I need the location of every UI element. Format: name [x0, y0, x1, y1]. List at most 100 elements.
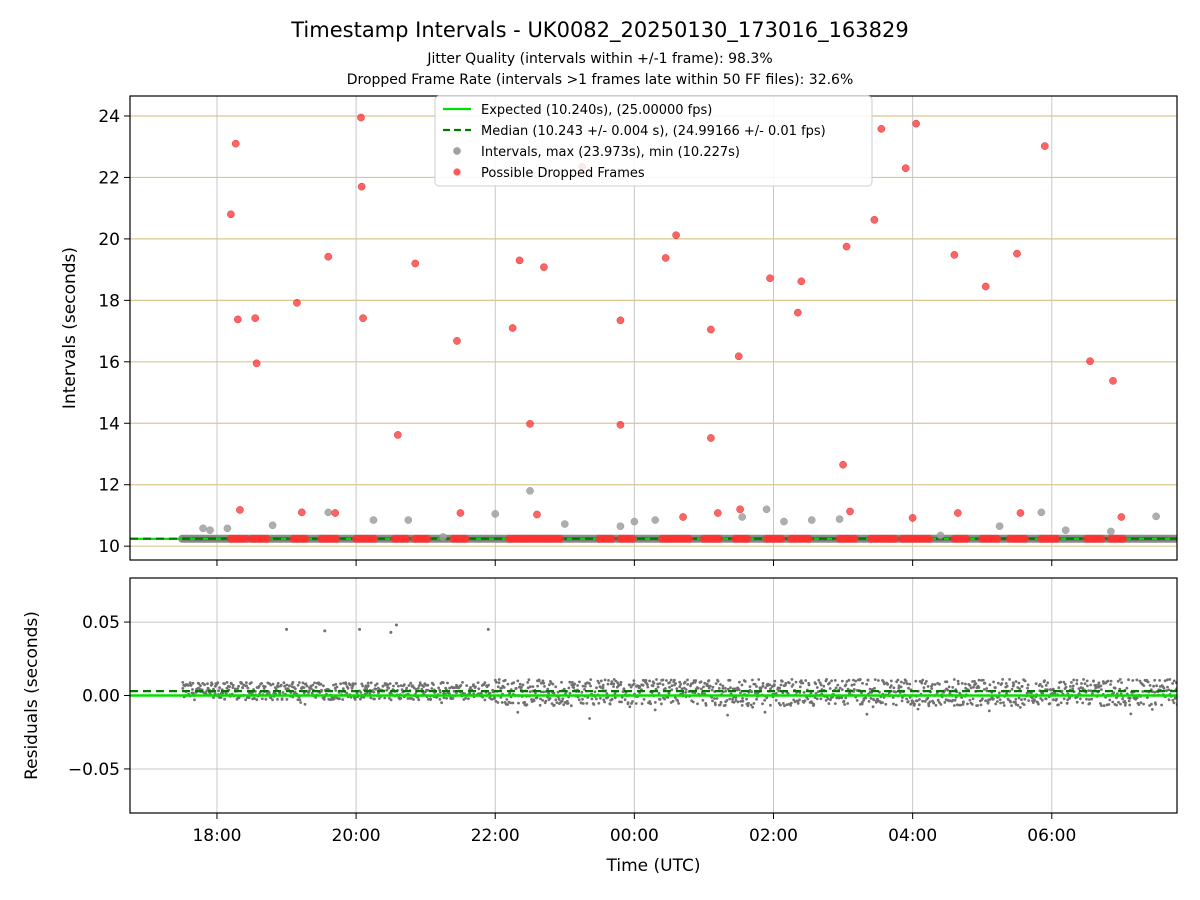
residual-point [285, 683, 289, 687]
dropped-frame-point [508, 324, 517, 332]
residual-point [1020, 685, 1024, 688]
residual-point [369, 681, 373, 685]
dropped-frame-point [359, 314, 367, 322]
dropped-frame-point [912, 119, 920, 128]
residual-point [206, 682, 209, 686]
residual-point [1025, 691, 1029, 695]
residual-point [717, 687, 721, 690]
residual-point [714, 682, 718, 685]
residual-point [469, 686, 472, 689]
residual-point [245, 681, 248, 684]
residual-point [746, 704, 750, 708]
residual-point [1108, 698, 1112, 702]
residual-point [845, 680, 849, 683]
residual-point [228, 685, 232, 689]
residual-point [905, 682, 909, 686]
residual-point [271, 698, 274, 702]
residual-point [916, 707, 920, 711]
residual-point [549, 680, 552, 683]
dropped-frame-point [301, 534, 310, 543]
residual-point [1160, 703, 1163, 707]
residual-point [761, 684, 765, 688]
residual-point [787, 681, 791, 685]
residual-point [1100, 704, 1103, 707]
residual-point [981, 678, 985, 682]
residual-point [590, 697, 594, 701]
residual-point [752, 702, 756, 705]
residual-point [748, 685, 752, 688]
residual-point [790, 678, 794, 681]
residual-point [706, 684, 710, 688]
dropped-frame-point [1086, 357, 1094, 365]
residual-point [1002, 704, 1006, 707]
residual-point [1148, 684, 1152, 687]
residual-point [344, 681, 348, 685]
residual-point [1082, 678, 1085, 681]
residual-point [763, 698, 767, 702]
residual-point [891, 696, 895, 699]
residual-point [276, 681, 280, 685]
residual-point [1018, 706, 1022, 709]
residual-point [512, 681, 516, 685]
residual-point [541, 679, 545, 683]
dropped-frame-point [734, 352, 743, 361]
residual-point [202, 691, 206, 695]
residual-point [796, 700, 800, 704]
residual-point [585, 702, 589, 705]
residual-point [517, 701, 520, 705]
intervals-ytick-label: 18 [98, 291, 120, 311]
residual-point [982, 688, 986, 691]
residual-point [541, 699, 545, 702]
residual-point [203, 683, 207, 687]
residual-point [368, 692, 372, 695]
residual-point [1097, 685, 1101, 689]
residual-point [938, 682, 941, 686]
residual-point [701, 698, 705, 702]
dropped-frame-point [293, 299, 301, 307]
residual-point [680, 687, 684, 691]
residual-point [798, 685, 802, 689]
residual-point [646, 685, 650, 689]
residual-point [303, 702, 307, 706]
residual-point [922, 686, 926, 689]
residual-point [774, 692, 778, 695]
residual-point [377, 697, 381, 700]
residual-point [245, 684, 249, 688]
residual-point [539, 697, 542, 701]
residual-point [212, 696, 215, 699]
residual-point [819, 697, 823, 701]
residual-point [673, 678, 676, 682]
residual-point [601, 683, 605, 687]
residual-point [542, 690, 546, 694]
residual-point [465, 684, 469, 687]
residual-point [1089, 683, 1093, 687]
residual-point [998, 698, 1002, 701]
residual-point [848, 691, 852, 695]
residual-point [438, 698, 442, 701]
residual-point [691, 700, 695, 704]
residuals-ylabel: Residuals (seconds) [22, 611, 42, 780]
residual-point [663, 697, 667, 701]
residual-point [960, 696, 963, 699]
residual-point [955, 703, 959, 707]
residual-point [896, 678, 900, 682]
dropped-frame-point [672, 231, 680, 239]
residual-point [809, 691, 813, 695]
residual-point [1121, 697, 1124, 701]
residual-point [301, 681, 305, 685]
intervals-ytick-label: 22 [98, 168, 120, 188]
interval-point [526, 487, 534, 495]
residual-point [291, 680, 295, 684]
residual-point [768, 683, 772, 687]
residual-point [573, 682, 576, 686]
residual-point [1080, 682, 1083, 685]
residual-point [914, 679, 918, 683]
residual-point [369, 696, 373, 700]
legend-label-expected: Expected (10.240s), (25.00000 fps) [481, 103, 712, 118]
residual-point [406, 697, 410, 700]
residual-point [846, 687, 850, 691]
residual-point [1085, 697, 1088, 701]
residual-point [588, 682, 591, 685]
residual-point [946, 688, 950, 692]
residual-point [994, 702, 998, 706]
